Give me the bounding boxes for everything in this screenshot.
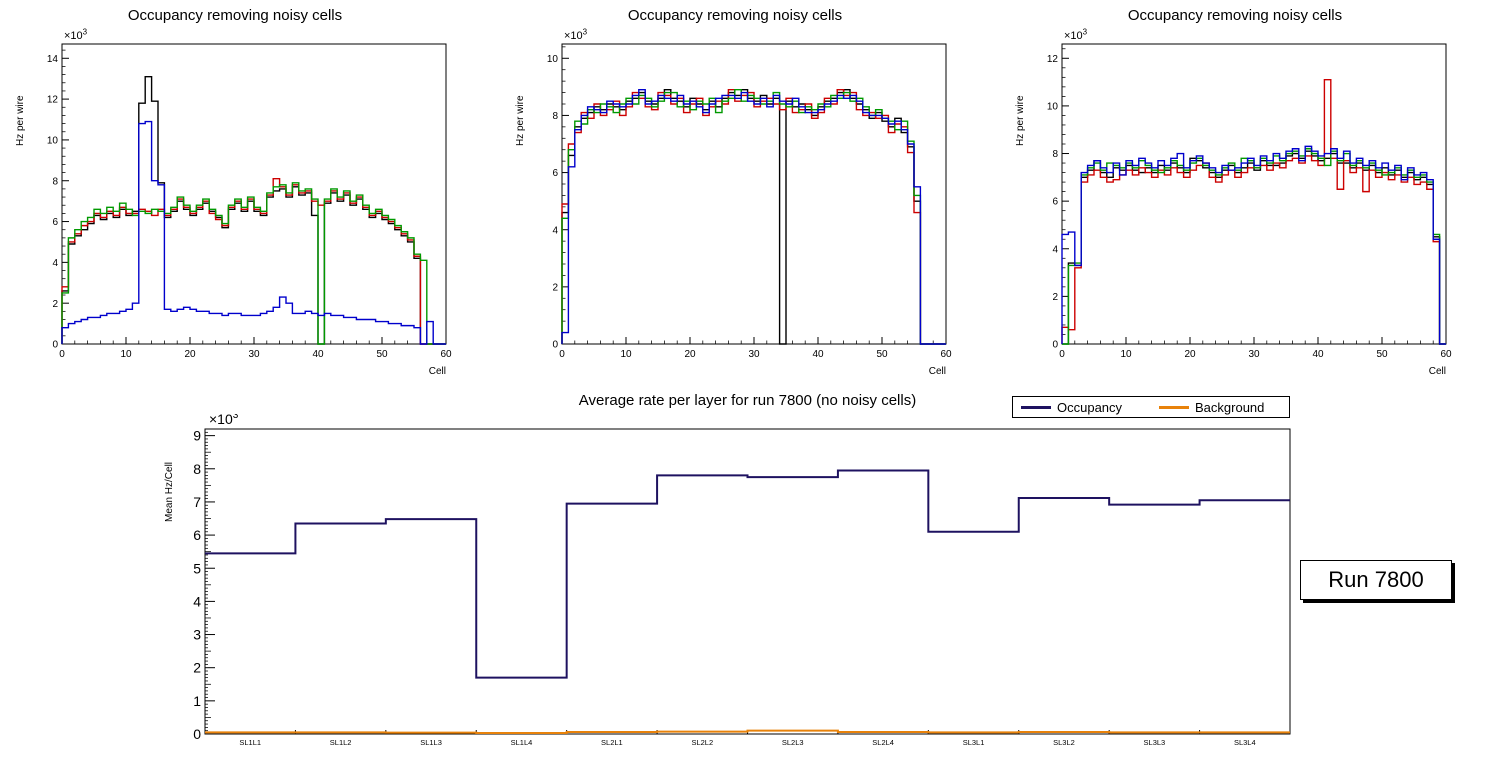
run-number-label: Run 7800 [1328,567,1424,592]
svg-text:0: 0 [1052,340,1058,351]
svg-text:20: 20 [184,349,196,360]
svg-text:6: 6 [52,217,58,228]
svg-text:×103: ×103 [64,28,88,42]
svg-text:10: 10 [1120,349,1132,360]
svg-text:4: 4 [1052,244,1058,255]
svg-text:60: 60 [1440,349,1452,360]
svg-text:2: 2 [1052,292,1058,303]
svg-text:2: 2 [193,660,201,676]
legend-box: Occupancy Background [1012,396,1290,418]
svg-text:10: 10 [547,54,559,65]
occupancy-chart-pad-1: Occupancy removing noisy cells 0 2 4 6 8 10 12… [10,4,460,380]
svg-text:20: 20 [1184,349,1196,360]
svg-text:Hz per wire: Hz per wire [15,95,26,146]
svg-text:Hz per wire: Hz per wire [515,95,526,146]
svg-text:Cell: Cell [1429,366,1446,377]
svg-text:8: 8 [52,176,58,187]
svg-text:Cell: Cell [429,366,446,377]
run-number-box: Run 7800 [1300,560,1452,600]
svg-text:4: 4 [52,258,58,269]
svg-text:6: 6 [193,527,201,543]
svg-text:5: 5 [193,560,201,576]
svg-text:0: 0 [552,340,558,351]
svg-text:60: 60 [940,349,952,360]
svg-text:9: 9 [193,428,201,444]
svg-text:40: 40 [1312,349,1324,360]
svg-text:20: 20 [684,349,696,360]
occupancy-chart-pad-3: Occupancy removing noisy cells 0 2 4 6 8 10 12… [1010,4,1460,380]
legend-entry-background: Background [1151,400,1289,415]
svg-text:1: 1 [193,693,201,709]
svg-text:40: 40 [312,349,324,360]
svg-text:8: 8 [193,461,201,477]
svg-text:×103: ×103 [1064,28,1088,42]
svg-text:0: 0 [1059,349,1065,360]
occupancy-line-icon [1021,405,1051,409]
svg-text:2: 2 [52,299,58,310]
chart-title: Occupancy removing noisy cells [1127,7,1343,24]
svg-text:×103: ×103 [564,28,588,42]
svg-text:0: 0 [59,349,65,360]
svg-text:SL1L2: SL1L2 [330,738,352,747]
svg-text:8: 8 [552,111,558,122]
svg-text:Hz per wire: Hz per wire [1015,95,1026,146]
svg-text:6: 6 [1052,197,1058,208]
background-line-icon [1159,405,1189,409]
svg-text:10: 10 [1047,102,1059,113]
occupancy-histogram-1: 0 2 4 6 8 10 12 14 0 10 20 30 40 50 60 ×103 Cell Hz per w… [15,28,452,377]
svg-text:4: 4 [552,225,558,236]
svg-text:10: 10 [120,349,132,360]
svg-text:30: 30 [1248,349,1260,360]
average-rate-step-chart: 0 1 2 3 4 5 6 7 8 9 SL1L1 SL1L2 SL1L3 SL1L4 SL2L1 SL2L2… [164,414,1291,747]
svg-text:50: 50 [876,349,888,360]
svg-text:2: 2 [552,282,558,293]
svg-text:SL1L3: SL1L3 [420,738,442,747]
svg-text:SL2L3: SL2L3 [782,738,804,747]
svg-text:0: 0 [193,726,201,742]
svg-text:10: 10 [47,136,59,147]
svg-text:6: 6 [552,168,558,179]
chart-title: Occupancy removing noisy cells [627,7,843,24]
svg-text:14: 14 [47,54,59,65]
svg-text:7: 7 [193,494,201,510]
svg-text:4: 4 [193,593,201,609]
svg-text:SL3L2: SL3L2 [1053,738,1075,747]
svg-text:×103: ×103 [209,414,239,427]
svg-text:30: 30 [248,349,260,360]
svg-text:3: 3 [193,627,201,643]
chart-title: Occupancy removing noisy cells [127,7,343,24]
svg-text:60: 60 [440,349,452,360]
svg-text:Mean Hz/Cell: Mean Hz/Cell [164,462,175,522]
svg-text:40: 40 [812,349,824,360]
svg-text:12: 12 [1047,54,1059,65]
svg-text:SL3L3: SL3L3 [1144,738,1166,747]
svg-text:SL2L4: SL2L4 [872,738,894,747]
svg-text:Cell: Cell [929,366,946,377]
legend-entry-occupancy: Occupancy [1013,400,1151,415]
legend-label-occupancy: Occupancy [1057,399,1123,415]
occupancy-chart-pad-2: Occupancy removing noisy cells 0 2 4 6 8 10 0 1… [510,4,960,380]
average-rate-chart-title: Average rate per layer for run 7800 (no … [578,392,917,409]
svg-text:30: 30 [748,349,760,360]
occupancy-histogram-2: 0 2 4 6 8 10 0 10 20 30 40 50 60 ×103 Cell Hz per wire [515,28,952,377]
svg-text:8: 8 [1052,149,1058,160]
svg-text:12: 12 [47,95,59,106]
svg-text:0: 0 [52,340,58,351]
svg-text:50: 50 [1376,349,1388,360]
svg-text:SL3L1: SL3L1 [963,738,985,747]
svg-text:SL2L1: SL2L1 [601,738,623,747]
svg-text:50: 50 [376,349,388,360]
occupancy-histogram-3: 0 2 4 6 8 10 12 0 10 20 30 40 50 60 ×103 Cell Hz per wir… [1015,28,1452,377]
svg-text:SL1L1: SL1L1 [239,738,261,747]
svg-text:SL3L4: SL3L4 [1234,738,1256,747]
svg-text:10: 10 [620,349,632,360]
legend-label-background: Background [1195,399,1265,415]
svg-text:SL2L2: SL2L2 [691,738,713,747]
svg-text:SL1L4: SL1L4 [511,738,533,747]
svg-text:0: 0 [559,349,565,360]
